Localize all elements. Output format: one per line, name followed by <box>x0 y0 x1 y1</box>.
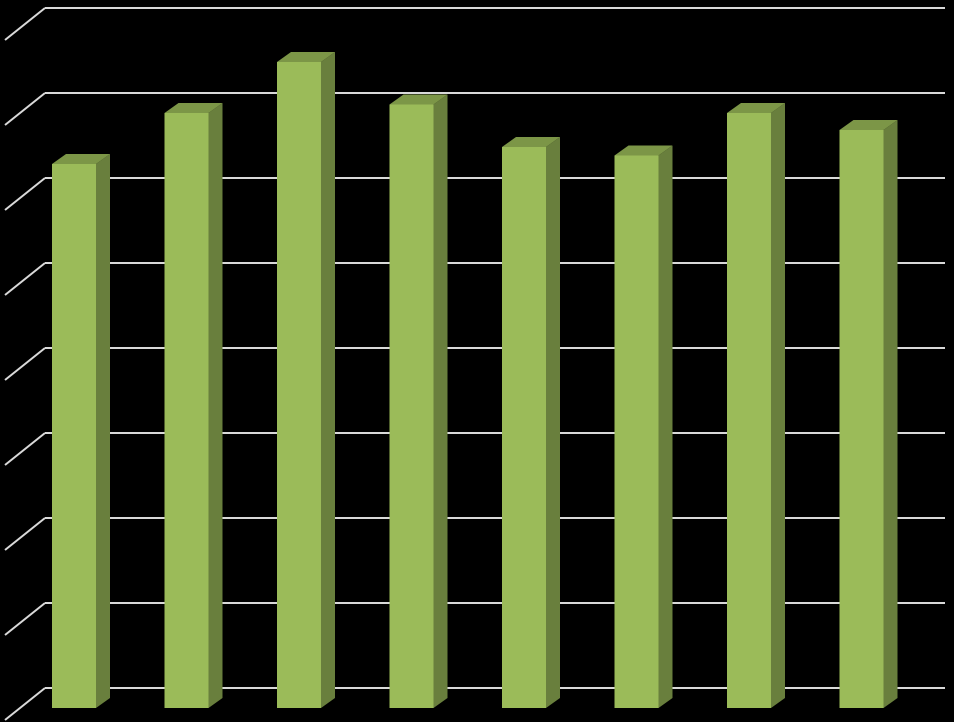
grid-line-side <box>4 347 46 381</box>
bar-top <box>389 94 448 105</box>
bar-top <box>839 120 898 130</box>
bar-side <box>321 52 335 708</box>
grid-line-side <box>4 602 46 636</box>
bar-side <box>433 94 448 708</box>
bar-side <box>96 154 110 708</box>
bar-side <box>771 103 785 708</box>
bar <box>277 62 321 708</box>
bar-side <box>546 137 560 708</box>
grid-line-side <box>4 517 46 551</box>
bar-side <box>208 103 223 708</box>
bar-top <box>52 154 110 164</box>
bar-top <box>277 52 335 62</box>
bar <box>164 113 209 708</box>
grid-line-side <box>4 92 46 126</box>
bar-top <box>727 103 785 113</box>
grid-line-side <box>4 687 46 721</box>
bar-side <box>883 120 898 708</box>
grid-line-side <box>4 7 46 41</box>
grid-line-side <box>4 432 46 466</box>
bar <box>502 147 546 708</box>
grid-line-side <box>4 262 46 296</box>
bar <box>389 104 434 708</box>
bar-top <box>502 137 560 147</box>
bar <box>839 130 884 708</box>
bar-top <box>614 145 673 156</box>
bar-side <box>658 145 673 708</box>
bar <box>614 155 659 708</box>
bar-top <box>164 103 223 113</box>
bar <box>52 164 96 708</box>
bar <box>727 113 771 708</box>
grid-line-side <box>4 177 46 211</box>
